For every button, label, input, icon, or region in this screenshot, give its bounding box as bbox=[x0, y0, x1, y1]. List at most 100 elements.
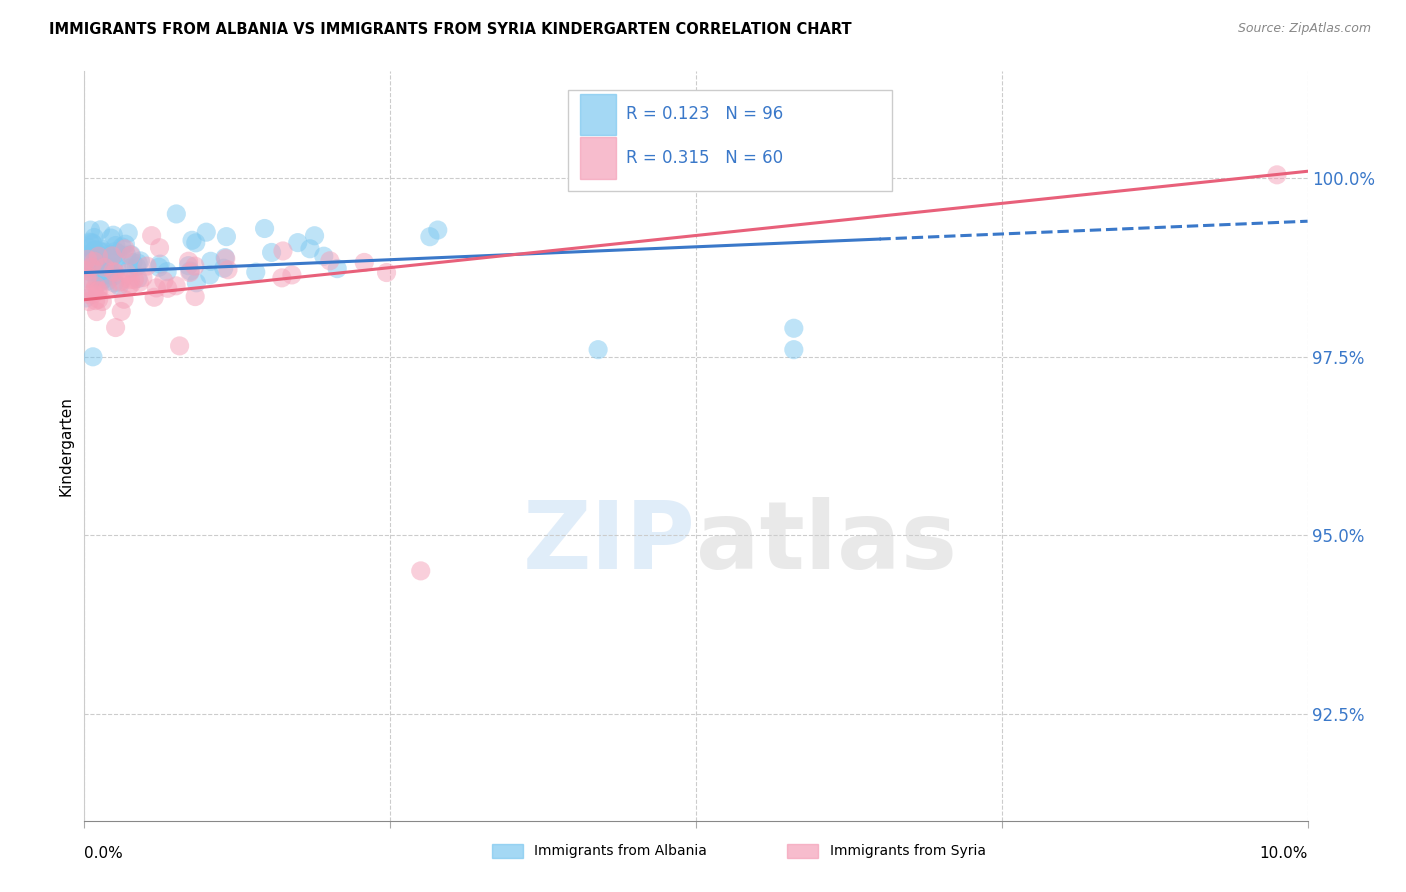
Text: 10.0%: 10.0% bbox=[1260, 846, 1308, 861]
Point bbox=[260, 245, 283, 260]
Point bbox=[117, 226, 139, 240]
Point bbox=[83, 249, 105, 263]
Point bbox=[195, 225, 218, 239]
Point bbox=[90, 242, 112, 256]
Point bbox=[783, 321, 806, 335]
Point bbox=[75, 263, 97, 277]
Point bbox=[79, 265, 101, 279]
Point bbox=[217, 262, 239, 277]
Point bbox=[84, 293, 107, 308]
Point bbox=[104, 238, 127, 252]
Point bbox=[245, 265, 267, 279]
Point bbox=[86, 284, 108, 298]
Point bbox=[124, 272, 146, 286]
Point bbox=[319, 253, 342, 268]
Point bbox=[100, 252, 122, 266]
Point bbox=[89, 250, 111, 264]
Point bbox=[212, 261, 235, 276]
Point bbox=[304, 228, 326, 243]
Point bbox=[165, 278, 187, 293]
Point bbox=[79, 223, 101, 237]
Point bbox=[77, 269, 100, 284]
Point bbox=[110, 274, 132, 288]
Point bbox=[101, 249, 124, 263]
Point bbox=[101, 264, 124, 278]
Point bbox=[83, 259, 105, 273]
Point bbox=[77, 241, 100, 255]
Point bbox=[165, 207, 187, 221]
Point bbox=[103, 276, 125, 290]
Point bbox=[87, 284, 110, 298]
Point bbox=[83, 286, 105, 301]
FancyBboxPatch shape bbox=[579, 94, 616, 135]
Point bbox=[129, 253, 152, 268]
Point bbox=[111, 240, 134, 254]
Point bbox=[177, 254, 200, 268]
Point bbox=[186, 276, 208, 290]
Point bbox=[103, 255, 125, 269]
Point bbox=[121, 255, 143, 269]
Point bbox=[76, 261, 98, 276]
Point bbox=[108, 275, 131, 289]
Point bbox=[177, 259, 200, 273]
Point bbox=[98, 248, 121, 262]
Point bbox=[114, 242, 136, 256]
Point bbox=[86, 304, 108, 318]
Point bbox=[96, 282, 118, 296]
Text: 0.0%: 0.0% bbox=[84, 846, 124, 861]
Point bbox=[103, 228, 125, 243]
Point bbox=[103, 268, 125, 283]
Text: Source: ZipAtlas.com: Source: ZipAtlas.com bbox=[1237, 22, 1371, 36]
Point bbox=[100, 231, 122, 245]
Point bbox=[90, 263, 112, 277]
Point bbox=[1265, 168, 1288, 182]
Point bbox=[127, 271, 149, 285]
Point bbox=[93, 272, 115, 286]
Point bbox=[281, 268, 304, 282]
Point bbox=[118, 279, 141, 293]
Point bbox=[214, 251, 236, 265]
Point bbox=[298, 242, 321, 256]
Point bbox=[76, 248, 98, 262]
Point bbox=[110, 304, 132, 318]
Point bbox=[89, 223, 111, 237]
Point bbox=[253, 221, 276, 235]
Point bbox=[115, 248, 138, 262]
Point bbox=[93, 260, 115, 275]
Point bbox=[108, 279, 131, 293]
Point bbox=[84, 252, 107, 266]
Point bbox=[86, 257, 108, 271]
Point bbox=[87, 293, 110, 307]
Point bbox=[115, 266, 138, 280]
Point bbox=[287, 235, 309, 250]
Point bbox=[98, 268, 121, 282]
Point bbox=[104, 265, 127, 279]
Point bbox=[90, 245, 112, 260]
Point bbox=[76, 255, 98, 269]
Point bbox=[87, 249, 110, 263]
Point bbox=[90, 275, 112, 289]
Point bbox=[105, 260, 128, 275]
Point bbox=[83, 254, 105, 268]
Point bbox=[198, 268, 221, 282]
Text: Immigrants from Albania: Immigrants from Albania bbox=[534, 844, 707, 858]
Point bbox=[86, 261, 108, 276]
Point bbox=[125, 260, 148, 274]
Point bbox=[184, 235, 207, 250]
Point bbox=[84, 279, 107, 293]
Point bbox=[76, 252, 98, 267]
Point bbox=[127, 256, 149, 270]
Point bbox=[153, 274, 176, 288]
Point bbox=[112, 292, 135, 306]
Point bbox=[181, 233, 204, 247]
Point bbox=[120, 277, 142, 292]
Point bbox=[128, 276, 150, 290]
Point bbox=[215, 229, 238, 244]
Point bbox=[271, 244, 294, 258]
Point bbox=[353, 255, 375, 269]
Point bbox=[375, 266, 398, 280]
Point bbox=[84, 247, 107, 261]
Point bbox=[409, 564, 432, 578]
Point bbox=[114, 237, 136, 252]
Point bbox=[107, 246, 129, 260]
